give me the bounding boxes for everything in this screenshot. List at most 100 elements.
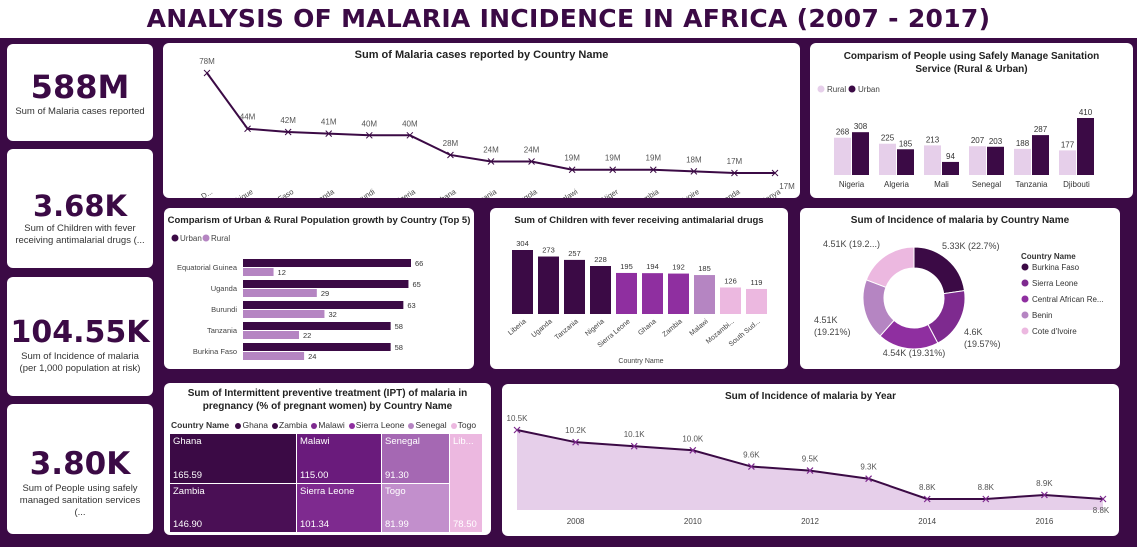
- y-tick-label: Burundi: [211, 305, 237, 314]
- treemap-cell[interactable]: Malawi 115.00: [297, 434, 381, 483]
- legend-marker-urban: [848, 85, 856, 93]
- legend-label: Urban: [180, 234, 202, 243]
- treemap-cell[interactable]: Ghana 165.59: [170, 434, 296, 483]
- data-label: 44M: [240, 113, 256, 122]
- data-label: 32: [328, 310, 336, 319]
- data-label: 177: [1061, 140, 1075, 149]
- legend-label: Togo: [457, 420, 477, 430]
- treemap-cell[interactable]: Sierra Leone 101.34: [297, 484, 381, 532]
- bar: [834, 137, 851, 175]
- data-label: 58: [395, 322, 403, 331]
- x-tick-label: 2016: [1036, 517, 1054, 526]
- data-label: (19.57%): [964, 339, 1001, 349]
- legend-title: Country Name: [1021, 252, 1076, 261]
- x-tick-label: Burundi: [350, 187, 377, 198]
- data-point-marker: [203, 69, 211, 77]
- x-tick-label: 2010: [684, 517, 702, 526]
- bar-urban: [243, 280, 409, 288]
- data-point-marker: [365, 131, 373, 139]
- x-tick-label: Zambia: [634, 187, 661, 198]
- data-label: 195: [620, 262, 633, 271]
- population-growth-bar-chart[interactable]: Comparism of Urban & Rural Population gr…: [164, 208, 474, 369]
- bar: [1014, 148, 1031, 175]
- cell-value: 101.34: [300, 519, 330, 530]
- kpi-card-malaria-cases[interactable]: 588M Sum of Malaria cases reported: [7, 44, 153, 141]
- kpi-label: Sum of Incidence of malaria (per 1,000 p…: [19, 351, 141, 374]
- data-label: 194: [646, 262, 659, 271]
- data-point-marker: [806, 467, 814, 475]
- x-tick-label: Kenya: [759, 187, 783, 198]
- treemap-cell[interactable]: Zambia 146.90: [170, 484, 296, 532]
- data-label: 308: [854, 122, 868, 131]
- bar: [668, 273, 689, 314]
- incidence-by-year-area-chart[interactable]: Sum of Incidence of malaria by Year 10.5…: [502, 384, 1119, 536]
- x-tick-label: Niger: [600, 187, 620, 198]
- data-point-marker: [284, 128, 292, 136]
- x-tick-label: Tanzania: [468, 187, 499, 198]
- legend-marker-urban: [171, 234, 179, 242]
- data-point-marker: [568, 166, 576, 174]
- treemap-area: Ghana 165.59 Zambia 146.90 Malawi 115.00 Sierr…: [170, 434, 482, 532]
- x-tick-label: Nigeria: [392, 187, 418, 198]
- bar-urban: [243, 259, 411, 267]
- x-tick-label: Rwanda: [713, 187, 742, 198]
- hbar-chart-svg: Urban Rural Equatorial Guinea 66 12 Uganda 65 2…: [171, 234, 423, 361]
- data-label: 8.9K: [1036, 479, 1053, 488]
- area-chart-svg: 10.5K 10.2K 10.1K 10.0K 9.6K 9.5K 9.3K 8.8K 8.8K…: [507, 414, 1110, 526]
- treemap-cell[interactable]: Senegal 91.30: [382, 434, 449, 483]
- page-title: ANALYSIS OF MALARIA INCIDENCE IN AFRICA …: [146, 4, 991, 33]
- data-label: 63: [407, 301, 415, 310]
- x-tick-label: Mozambique: [213, 187, 254, 198]
- data-label: 4.51K: [814, 315, 838, 325]
- data-label: 40M: [402, 119, 418, 128]
- data-label: 257: [568, 249, 581, 258]
- legend-marker: [1021, 327, 1029, 335]
- line-chart-svg: 78M Congo, D... 44M Mozambique 42M Burkina Fa…: [177, 57, 795, 198]
- x-tick-label: Angola: [514, 187, 539, 198]
- bar: [1077, 118, 1094, 175]
- legend-label: Benin: [1032, 311, 1052, 320]
- data-label: 185: [698, 264, 711, 273]
- legend-marker: [1021, 311, 1029, 319]
- cell-label: Sierra Leone: [300, 486, 355, 497]
- ipt-treemap-chart[interactable]: Sum of Intermittent preventive treatment…: [164, 383, 491, 535]
- data-label: 18M: [686, 155, 702, 164]
- legend-marker: [311, 422, 318, 429]
- data-point-marker: [528, 158, 535, 165]
- cell-value: 165.59: [173, 470, 203, 481]
- x-tick-label: Djibouti: [1063, 180, 1090, 189]
- kpi-card-incidence[interactable]: 104.55K Sum of Incidence of malaria (per…: [7, 277, 153, 396]
- cell-value: 91.30: [385, 470, 409, 481]
- data-label: 10.1K: [624, 430, 646, 439]
- data-label: 268: [836, 128, 850, 137]
- data-label: 4.6K: [964, 327, 983, 337]
- bar: [942, 161, 959, 175]
- malaria-cases-line-chart[interactable]: Sum of Malaria cases reported by Country…: [163, 43, 800, 198]
- children-fever-bar-chart[interactable]: Sum of Children with fever receiving ant…: [490, 208, 788, 369]
- bar: [879, 143, 896, 175]
- data-label: 17M: [779, 182, 795, 191]
- y-tick-label: Burkina Faso: [193, 347, 237, 356]
- bar: [852, 132, 869, 175]
- kpi-card-sanitation[interactable]: 3.80K Sum of People using safely managed…: [7, 404, 153, 534]
- treemap-cell[interactable]: Lib... 78.50: [450, 434, 482, 532]
- bar: [642, 273, 663, 314]
- data-label: 119: [751, 278, 763, 287]
- bar-urban: [243, 343, 391, 351]
- legend-label: Zambia: [279, 420, 308, 430]
- data-label: 4.51K (19.2...): [823, 239, 880, 249]
- sanitation-bar-chart[interactable]: Comparism of People using Safely Manage …: [810, 43, 1133, 198]
- legend-label: Rural: [211, 234, 230, 243]
- legend-marker: [1021, 279, 1029, 287]
- treemap-cell[interactable]: Togo 81.99: [382, 484, 449, 532]
- y-tick-label: Uganda: [211, 284, 238, 293]
- x-tick-label: Uganda: [530, 318, 553, 339]
- cell-label: Togo: [385, 486, 406, 497]
- kpi-card-children-fever[interactable]: 3.68K Sum of Children with fever receivi…: [7, 149, 153, 268]
- data-label: 9.6K: [743, 451, 760, 460]
- incidence-donut-chart[interactable]: Sum of Incidence of malaria by Country N…: [800, 208, 1120, 369]
- cell-value: 115.00: [300, 470, 329, 481]
- x-tick-label: Senegal: [972, 180, 1002, 189]
- cell-label: Zambia: [173, 486, 205, 497]
- data-point-marker: [1099, 495, 1107, 503]
